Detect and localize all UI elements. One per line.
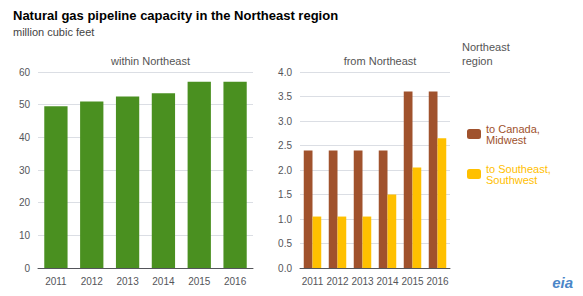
- svg-text:1.0: 1.0: [278, 214, 292, 225]
- svg-text:2013: 2013: [116, 276, 139, 287]
- svg-text:0.0: 0.0: [278, 263, 292, 274]
- svg-text:2014: 2014: [376, 276, 399, 287]
- svg-text:0.5: 0.5: [278, 238, 292, 249]
- svg-text:Natural gas pipeline capacity: Natural gas pipeline capacity in the Nor…: [13, 8, 338, 23]
- svg-text:2016: 2016: [426, 276, 449, 287]
- svg-text:2012: 2012: [326, 276, 349, 287]
- svg-text:3.0: 3.0: [278, 116, 292, 127]
- svg-text:3.5: 3.5: [278, 91, 292, 102]
- svg-text:30: 30: [19, 165, 31, 176]
- svg-text:2016: 2016: [224, 276, 247, 287]
- svg-text:Midwest: Midwest: [486, 134, 526, 146]
- svg-text:2012: 2012: [81, 276, 104, 287]
- svg-text:4.0: 4.0: [278, 67, 292, 78]
- svg-text:2013: 2013: [351, 276, 374, 287]
- svg-text:0: 0: [24, 263, 30, 274]
- svg-text:20: 20: [19, 197, 31, 208]
- svg-text:2.0: 2.0: [278, 165, 292, 176]
- svg-text:Southwest: Southwest: [486, 174, 537, 186]
- svg-text:to Southeast,: to Southeast,: [486, 162, 551, 175]
- svg-text:2015: 2015: [401, 276, 424, 287]
- svg-text:2011: 2011: [45, 276, 67, 287]
- svg-text:1.5: 1.5: [278, 189, 292, 200]
- svg-text:40: 40: [19, 132, 31, 143]
- svg-text:2.5: 2.5: [278, 140, 292, 151]
- svg-text:million cubic feet: million cubic feet: [13, 26, 94, 38]
- svg-text:2011: 2011: [302, 276, 324, 287]
- svg-text:2015: 2015: [188, 276, 211, 287]
- svg-text:2014: 2014: [152, 276, 175, 287]
- svg-text:from Northeast: from Northeast: [344, 55, 417, 67]
- svg-text:to Canada,: to Canada,: [486, 122, 540, 135]
- svg-text:within Northeast: within Northeast: [110, 55, 190, 67]
- svg-text:60: 60: [19, 67, 31, 78]
- svg-text:region: region: [462, 55, 493, 67]
- svg-text:10: 10: [19, 230, 31, 241]
- svg-text:50: 50: [19, 99, 31, 110]
- svg-text:Northeast: Northeast: [462, 41, 510, 53]
- svg-text:eia: eia: [552, 274, 573, 291]
